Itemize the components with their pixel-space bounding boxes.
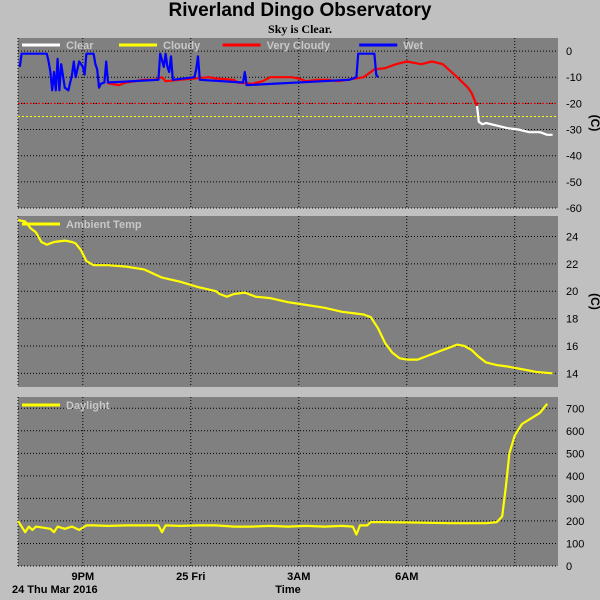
- ambient-ytick-label: 20: [566, 286, 578, 298]
- chart-subtitle: Sky is Clear.: [268, 22, 332, 36]
- ambient-ytick-label: 16: [566, 341, 578, 353]
- ambient-ylabel: (C): [588, 293, 600, 310]
- sky-plot-area: [18, 38, 558, 208]
- daylight-ytick-label: 400: [566, 471, 584, 483]
- daylight-ytick-label: 700: [566, 403, 584, 415]
- sky-ytick-label: -40: [566, 151, 582, 163]
- sky-ytick-label: -10: [566, 72, 582, 84]
- chart-title: Riverland Dingo Observatory: [168, 0, 432, 21]
- sky-ytick-label: -50: [566, 177, 582, 189]
- sky-series-wet: [18, 52, 379, 92]
- daylight-panel: 0 100 200 300 400 500 600 700 Daylight: [17, 397, 584, 573]
- sky-ylabel: (C): [588, 115, 600, 132]
- ambient-ytick-label: 14: [566, 368, 578, 380]
- daylight-ytick-label: 300: [566, 493, 584, 505]
- ambient-legend-label: Ambient Temp: [66, 219, 142, 231]
- sky-legend-label: Clear: [66, 40, 94, 52]
- daylight-ytick-label: 200: [566, 516, 584, 528]
- sky-ytick-label: -30: [566, 125, 582, 137]
- daylight-series-daylight: [17, 403, 549, 536]
- sky-ytick-label: -20: [566, 98, 582, 110]
- sky-ytick-label: 0: [566, 46, 572, 58]
- x-axis-label: Time: [275, 584, 300, 596]
- xtick-label: 25 Fri: [176, 571, 205, 583]
- daylight-plot-area: [18, 397, 558, 566]
- sky-legend-label: Very Cloudy: [267, 40, 331, 52]
- daylight-ytick-label: 100: [566, 538, 584, 550]
- xtick-label: 3AM: [287, 571, 310, 583]
- ambient-series-ambient-temp: [17, 219, 553, 375]
- ambient-ytick-label: 24: [566, 232, 578, 244]
- sky-ytick-label: -60: [566, 203, 582, 215]
- daylight-ytick-label: 600: [566, 426, 584, 438]
- sky-legend-label: Cloudy: [163, 40, 201, 52]
- ambient-panel: 14 16 18 20 22 24 Ambient Temp (C): [17, 216, 600, 387]
- sky-series-clear-tail: [475, 105, 553, 136]
- daylight-legend-label: Daylight: [66, 400, 110, 412]
- sky-panel: 0 -10 -20 -30 -40 -50 -60 Clear Cloudy Very Cloud…: [17, 38, 600, 215]
- daylight-ytick-label: 0: [566, 561, 572, 573]
- ambient-ytick-label: 22: [566, 259, 578, 271]
- date-label: 24 Thu Mar 2016: [12, 584, 98, 596]
- xtick-label: 6AM: [395, 571, 418, 583]
- ambient-ytick-label: 18: [566, 314, 578, 326]
- daylight-ytick-label: 500: [566, 448, 584, 460]
- sky-legend-label: Wet: [403, 40, 423, 52]
- xtick-label: 9PM: [71, 571, 94, 583]
